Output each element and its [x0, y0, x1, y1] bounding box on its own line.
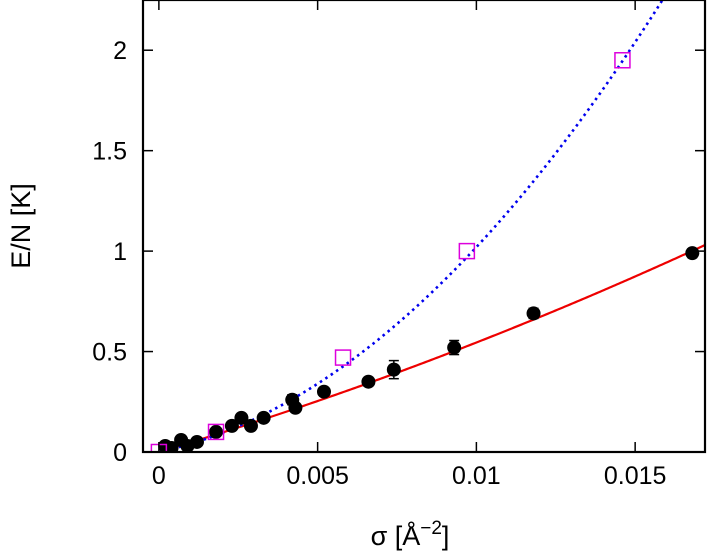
y-tick-label: 0.5 [92, 339, 127, 367]
data-point-circle [256, 410, 271, 425]
dotted-fit-line [159, 0, 665, 452]
data-point-square [458, 242, 476, 260]
y-tick-label: 1 [113, 238, 127, 266]
data-point-circle [288, 400, 303, 415]
data-point-circle [526, 306, 541, 321]
data-point-circle [164, 440, 179, 452]
x-axis-label-suffix: ] [442, 521, 450, 551]
x-tick-label: 0 [152, 462, 166, 490]
plot-frame [141, 0, 707, 454]
data-point-circle [316, 384, 331, 399]
x-axis-label-main: σ [Å [371, 520, 421, 551]
data-point-circle [685, 246, 700, 261]
x-tick-label: 0.015 [604, 462, 667, 490]
y-tick-label: 2 [113, 37, 127, 65]
tick-labels: 0 0.005 0.01 0.015 0 0.5 1 1.5 2 [92, 37, 666, 490]
x-tick-label: 0.01 [452, 462, 501, 490]
data-point-circle [189, 434, 204, 449]
data-point-square [207, 423, 225, 441]
data-point-circle [361, 374, 376, 389]
data-point-circle [234, 410, 249, 425]
y-tick-label: 1.5 [92, 138, 127, 166]
x-axis-label: σ [Å−2] [371, 518, 450, 551]
data-point-circle [224, 418, 239, 433]
y-tick-label: 0 [113, 439, 127, 467]
data-point-circle [447, 340, 462, 355]
ticks [143, 0, 705, 453]
data-point-square [334, 349, 352, 366]
data-point-circle [243, 418, 258, 433]
x-tick-label: 0.005 [286, 462, 349, 490]
x-axis-label-superscript: −2 [420, 518, 442, 539]
data-point-circle [209, 424, 224, 439]
plot-area [150, 0, 705, 452]
plot-content [150, 0, 705, 452]
y-axis-label: E/N [K] [6, 183, 36, 269]
data-point-circle [386, 362, 401, 377]
data-point-square [614, 52, 631, 69]
